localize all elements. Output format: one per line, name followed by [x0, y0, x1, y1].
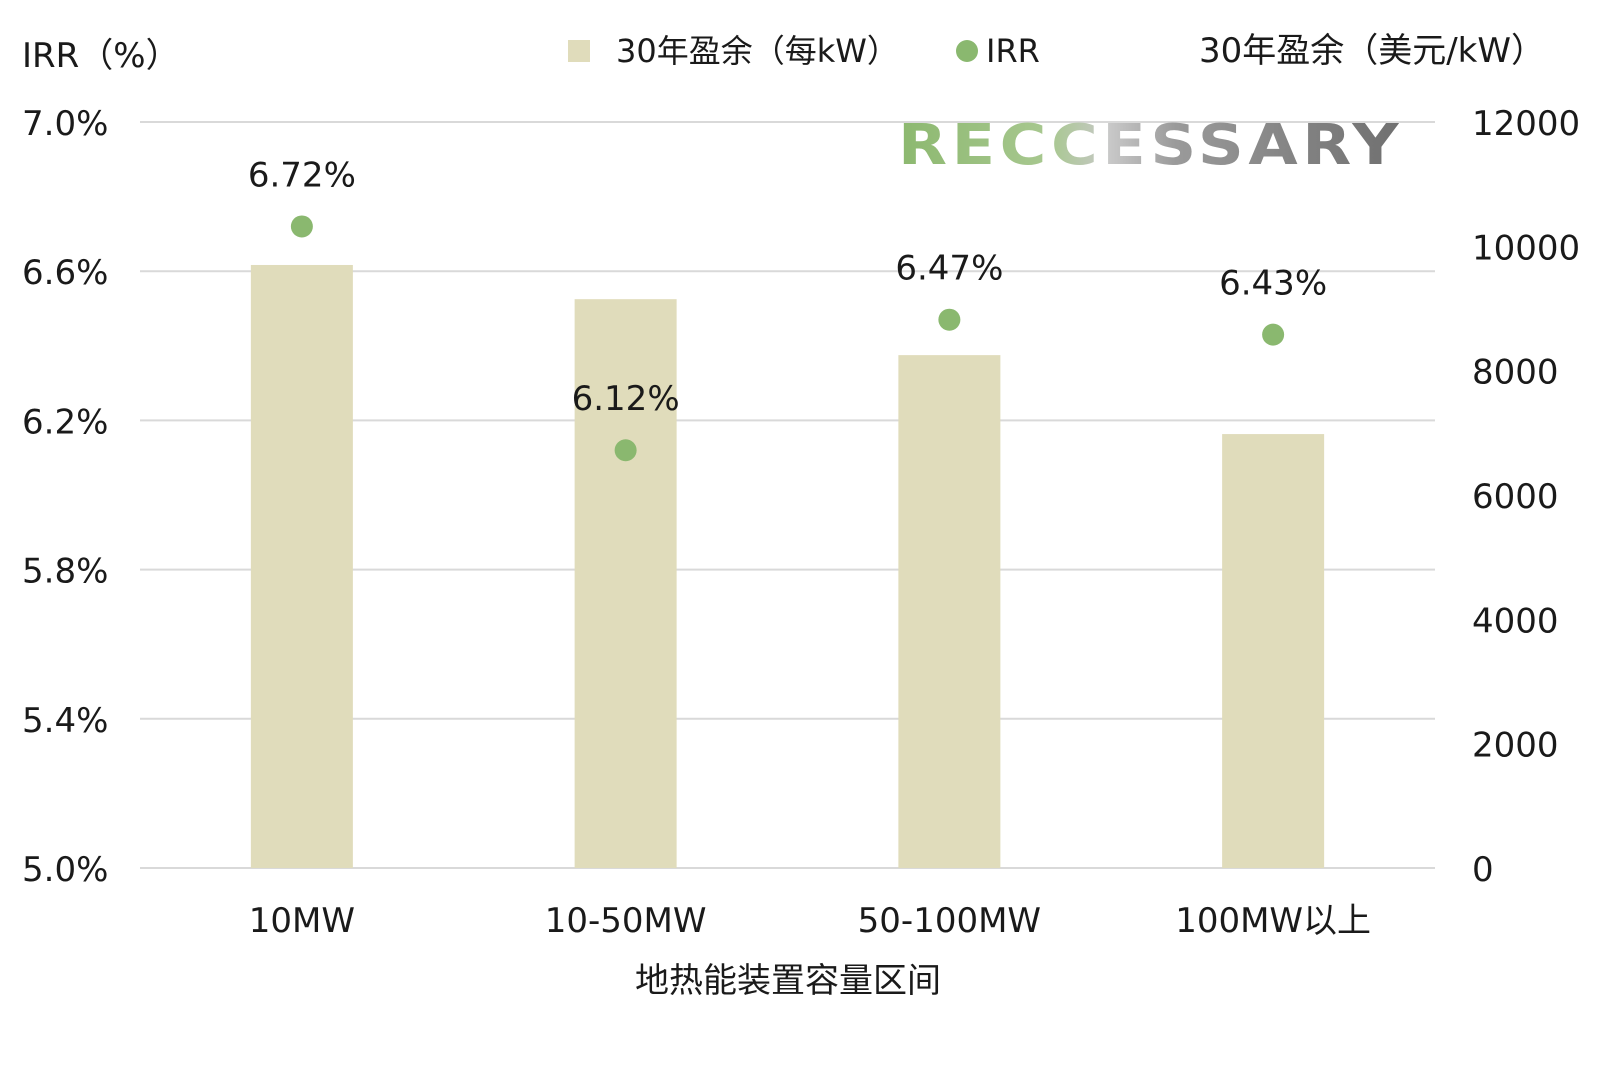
category-label: 10MW	[249, 901, 355, 941]
right-tick-label: 6000	[1472, 477, 1559, 517]
legend: 30年盈余（每kW） IRR	[568, 32, 1040, 70]
right-tick-label: 4000	[1472, 601, 1559, 641]
right-tick-label: 8000	[1472, 353, 1559, 393]
irr-point	[1262, 323, 1285, 346]
right-axis-title: 30年盈余（美元/kW）	[1199, 31, 1545, 71]
legend-dot-swatch	[956, 40, 978, 62]
gridlines	[140, 121, 1435, 869]
irr-data-label: 6.72%	[248, 155, 356, 195]
left-tick-label: 5.4%	[22, 701, 108, 741]
irr-point	[290, 215, 313, 238]
x-axis-title: 地热能装置容量区间	[635, 961, 941, 1001]
category-label: 50-100MW	[858, 901, 1041, 941]
right-tick-label: 12000	[1472, 104, 1580, 144]
left-tick-label: 5.0%	[22, 850, 108, 890]
watermark-logo: RECCESSARY	[898, 113, 1403, 178]
legend-dot-label: IRR	[986, 32, 1040, 70]
irr-point	[938, 308, 961, 331]
bar	[574, 299, 677, 868]
left-tick-label: 7.0%	[22, 104, 108, 144]
bar-series	[250, 264, 1325, 868]
right-tick-label: 0	[1472, 850, 1494, 890]
axes: 5.0% 5.4% 5.8% 6.2% 6.6% 7.0% 0 2000 4000 6000 800…	[22, 104, 1580, 941]
left-tick-label: 6.6%	[22, 253, 108, 293]
right-tick-label: 2000	[1472, 726, 1559, 766]
irr-series: 6.72% 6.12% 6.47% 6.43%	[248, 155, 1327, 462]
bar	[250, 264, 353, 868]
irr-point	[614, 439, 637, 462]
left-tick-label: 5.8%	[22, 552, 108, 592]
legend-bar-swatch	[568, 40, 590, 62]
left-tick-label: 6.2%	[22, 402, 108, 442]
category-label: 10-50MW	[545, 901, 707, 941]
irr-data-label: 6.12%	[572, 379, 680, 419]
bar	[1222, 434, 1325, 868]
right-tick-label: 10000	[1472, 228, 1580, 268]
category-label: 100MW以上	[1175, 901, 1371, 941]
bar	[898, 355, 1001, 868]
irr-data-label: 6.43%	[1219, 264, 1327, 304]
legend-bar-label: 30年盈余（每kW）	[616, 32, 899, 70]
left-axis-title: IRR（%）	[22, 36, 180, 76]
irr-data-label: 6.47%	[895, 249, 1003, 289]
